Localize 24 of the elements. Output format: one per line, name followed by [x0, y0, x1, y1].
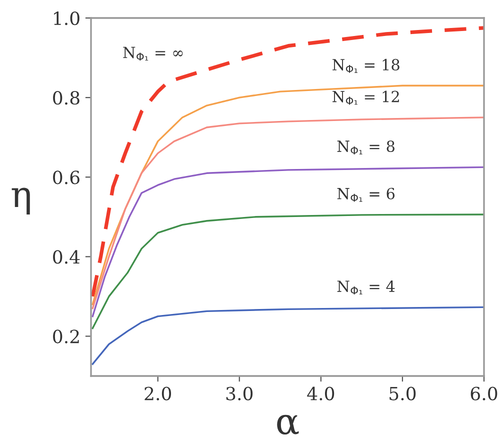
y-tick-label: 0.6	[53, 170, 80, 184]
line-series	[92, 214, 484, 330]
annotation: N$_{Φ₁}$ = 6	[337, 188, 395, 202]
y-axis-title: η	[12, 188, 30, 214]
x-tick-label: 6.0	[470, 386, 498, 400]
annotation: N$_{Φ₁}$ = 18	[332, 58, 400, 73]
y-tick-label: 0.2	[53, 330, 79, 344]
annotation: N$_{Φ₁}$ = 8	[337, 140, 394, 154]
annotation: N$_{Φ₁}$ = 12	[332, 90, 399, 105]
annotation: N$_{Φ₁}$ = 4	[337, 280, 395, 294]
line-series	[92, 166, 484, 318]
annotation: N$_{Φ₁}$ = ∞	[123, 46, 183, 61]
x-tick-label: 3.0	[226, 386, 253, 400]
x-axis-title: α	[277, 414, 299, 435]
line-series	[92, 306, 484, 365]
x-tick-label: 2.0	[144, 386, 172, 400]
y-tick-label: 0.8	[53, 91, 80, 105]
y-tick-label: 0.4	[53, 250, 80, 264]
x-tick-label: 4.0	[307, 386, 334, 400]
x-tick-label: 5.0	[390, 386, 416, 400]
line-series	[92, 84, 484, 306]
line-series	[91, 26, 484, 298]
y-tick-label: 1.0	[54, 11, 80, 26]
line-series	[92, 116, 484, 310]
